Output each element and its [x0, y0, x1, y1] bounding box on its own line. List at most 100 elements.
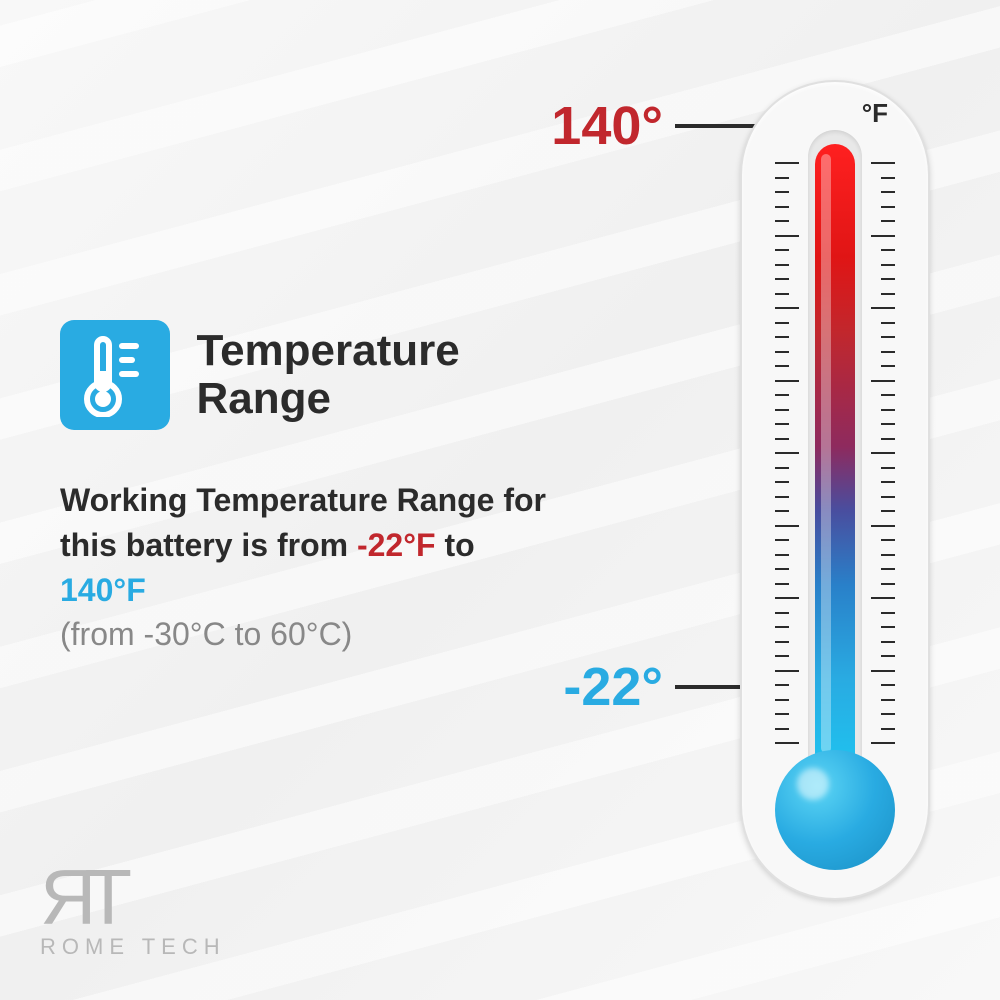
tick-right: [881, 191, 895, 193]
tick-left: [775, 510, 789, 512]
tick-left: [775, 293, 789, 295]
tick-right: [871, 597, 895, 599]
thermometer-icon: [60, 320, 170, 430]
tick-left: [775, 496, 789, 498]
tick-right: [881, 336, 895, 338]
tick-left: [775, 409, 789, 411]
tick-right: [881, 394, 895, 396]
tick-right: [881, 641, 895, 643]
tick-right: [881, 496, 895, 498]
tick-right: [871, 525, 895, 527]
tick-right: [871, 452, 895, 454]
desc-hot: 140°F: [60, 572, 146, 608]
tick-left: [775, 438, 789, 440]
tick-left: [775, 481, 789, 483]
tick-left: [775, 162, 799, 164]
tick-left: [775, 220, 789, 222]
tick-right: [881, 554, 895, 556]
tick-right: [881, 409, 895, 411]
tick-left: [775, 539, 789, 541]
brand-logo: ЯT ROME TECH: [40, 862, 226, 960]
tick-left: [775, 322, 789, 324]
tick-right: [871, 742, 895, 744]
hot-temp-value: 140°: [551, 95, 663, 157]
tick-left: [775, 235, 799, 237]
tick-left: [775, 278, 789, 280]
desc-cold: -22°F: [357, 527, 436, 563]
thermometer-bulb: [775, 750, 895, 870]
thermometer-ticks: [775, 162, 895, 742]
tick-left: [775, 742, 799, 744]
tick-left: [775, 365, 789, 367]
tick-left: [775, 612, 789, 614]
tick-left: [775, 264, 789, 266]
tick-right: [881, 583, 895, 585]
tick-right: [871, 162, 895, 164]
heading-text: Temperature Range: [196, 327, 459, 424]
tick-right: [881, 467, 895, 469]
tick-right: [881, 728, 895, 730]
tick-right: [881, 481, 895, 483]
tick-right: [881, 684, 895, 686]
tick-right: [871, 307, 895, 309]
logo-text: ROME TECH: [40, 934, 226, 960]
tick-left: [775, 394, 789, 396]
tick-left: [775, 351, 789, 353]
tick-right: [881, 249, 895, 251]
tick-right: [881, 438, 895, 440]
thermometer-icon-svg: [83, 333, 147, 417]
thermometer-body: °F: [740, 80, 930, 900]
tick-right: [881, 177, 895, 179]
tick-right: [881, 423, 895, 425]
tick-left: [775, 583, 789, 585]
heading-line1: Temperature: [196, 327, 459, 375]
tick-right: [881, 322, 895, 324]
tick-right: [881, 365, 895, 367]
tick-left: [775, 626, 789, 628]
info-panel: Temperature Range Working Temperature Ra…: [60, 320, 560, 657]
tick-right: [881, 626, 895, 628]
tick-right: [881, 539, 895, 541]
tick-right: [881, 655, 895, 657]
tick-left: [775, 423, 789, 425]
tick-right: [871, 235, 895, 237]
tick-right: [881, 612, 895, 614]
tick-right: [881, 713, 895, 715]
tick-left: [775, 597, 799, 599]
tick-left: [775, 641, 789, 643]
tick-left: [775, 206, 789, 208]
tick-right: [881, 220, 895, 222]
tick-left: [775, 554, 789, 556]
thermometer: °F: [725, 80, 945, 900]
tick-left: [775, 655, 789, 657]
tick-right: [881, 510, 895, 512]
tick-left: [775, 249, 789, 251]
desc-mid: to: [436, 527, 475, 563]
tick-left: [775, 380, 799, 382]
tick-left: [775, 699, 789, 701]
tick-left: [775, 452, 799, 454]
tick-left: [775, 177, 789, 179]
tick-right: [871, 380, 895, 382]
tick-right: [881, 351, 895, 353]
description: Working Temperature Range for this batte…: [60, 478, 560, 657]
tick-left: [775, 713, 789, 715]
desc-celsius: (from -30°C to 60°C): [60, 616, 352, 652]
tick-left: [775, 728, 789, 730]
tick-left: [775, 191, 789, 193]
tick-left: [775, 670, 799, 672]
tick-left: [775, 467, 789, 469]
tick-left: [775, 525, 799, 527]
logo-mark: ЯT: [40, 862, 226, 932]
heading-row: Temperature Range: [60, 320, 560, 430]
tick-left: [775, 568, 789, 570]
tick-right: [881, 568, 895, 570]
tick-right: [881, 206, 895, 208]
tick-right: [881, 264, 895, 266]
cold-temp-value: -22°: [563, 656, 663, 718]
tick-right: [881, 278, 895, 280]
tick-left: [775, 307, 799, 309]
tick-left: [775, 684, 789, 686]
tick-right: [871, 670, 895, 672]
tick-right: [881, 293, 895, 295]
